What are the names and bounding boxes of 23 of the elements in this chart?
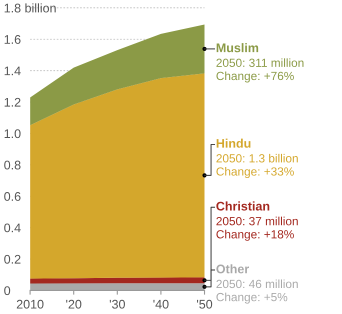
y-tick-label: 0.6 bbox=[4, 192, 21, 201]
series-label: Hindu bbox=[216, 138, 250, 148]
series-label: Muslim bbox=[216, 43, 258, 52]
text: 2050: 311 million Change: +76% bbox=[216, 58, 304, 82]
series-label: Other bbox=[216, 264, 249, 274]
y-tick-label: 1.2 bbox=[4, 98, 20, 107]
y-tick-label: 0.8 bbox=[4, 160, 21, 170]
y-tick-label: 1.8 billion bbox=[4, 3, 56, 12]
y-tick-label: 1.4 bbox=[4, 66, 21, 76]
x-tick-label: '20 bbox=[66, 300, 82, 309]
y-tick-label: 0 bbox=[4, 286, 10, 296]
x-tick-label: '50 bbox=[197, 300, 212, 309]
text: Christian bbox=[216, 201, 270, 211]
x-tick-label: 2010 bbox=[16, 300, 44, 309]
text: 2050: 37 million Change: +18% bbox=[216, 216, 298, 241]
y-tick-label: 0.2 bbox=[4, 254, 20, 264]
y-tick-label: 1.0 bbox=[4, 129, 21, 138]
y-tick-label: 0.4 bbox=[4, 223, 21, 232]
y-tick-label: 1.6 bbox=[4, 35, 21, 44]
x-tick-label: '30 bbox=[110, 300, 125, 309]
x-tick-label: '40 bbox=[153, 300, 169, 309]
text: 2050: 1.3 billion Change: +33% bbox=[216, 154, 298, 178]
text: 2050: 46 million Change: +5% bbox=[216, 279, 298, 304]
